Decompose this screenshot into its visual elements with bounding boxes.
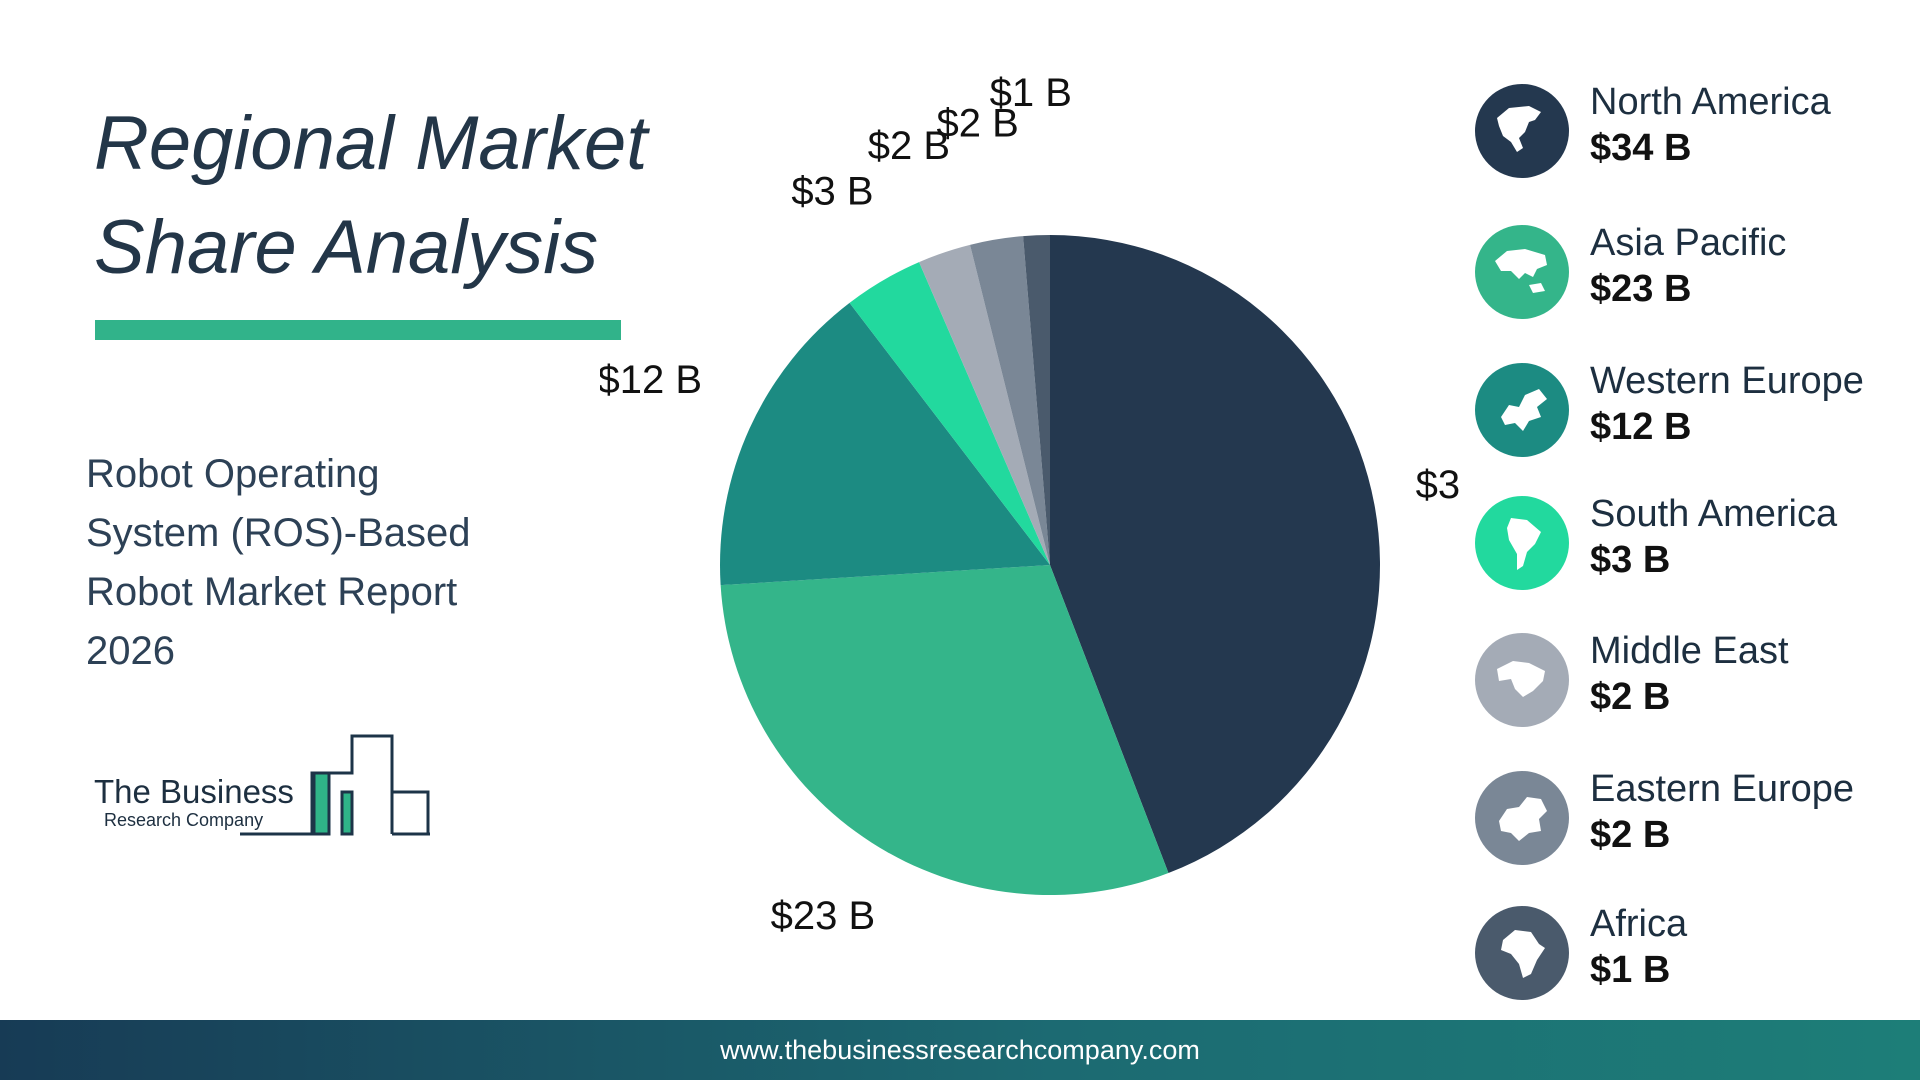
footer-bar: www.thebusinessresearchcompany.com — [0, 1020, 1920, 1080]
slice-label-western-europe: $12 B — [600, 358, 702, 402]
pie-slice-africa — [1023, 235, 1050, 565]
legend-item-western-europe: Western Europe $12 B — [1470, 359, 1910, 459]
pie-slice-eastern-europe — [970, 236, 1050, 565]
logo-text-secondary: Research Company — [104, 810, 264, 830]
company-logo: The Business Research Company — [92, 730, 442, 840]
legend-value: $34 B — [1590, 127, 1692, 169]
pie-slice-middle-east — [919, 244, 1050, 566]
legend-value: $23 B — [1590, 268, 1692, 310]
slice-label-middle-east: $2 B — [868, 124, 950, 168]
legend-value: $2 B — [1590, 676, 1671, 718]
legend-value: $2 B — [1590, 814, 1671, 856]
title-underline — [95, 320, 621, 340]
legend-item-north-america: North America $34 B — [1470, 80, 1910, 180]
slice-label-eastern-europe: $2 B — [937, 101, 1019, 145]
legend-item-africa: Africa $1 B — [1470, 902, 1910, 1002]
slice-label-south-america: $3 B — [791, 170, 873, 214]
western-europe-map-icon — [1475, 363, 1569, 457]
eastern-europe-map-icon — [1475, 771, 1569, 865]
page-title: Regional Market Share Analysis — [94, 92, 647, 300]
slice-label-africa: $1 B — [990, 71, 1072, 115]
report-subtitle: Robot Operating System (ROS)-Based Robot… — [86, 452, 471, 673]
legend-value: $1 B — [1590, 949, 1671, 991]
title-line-2: Share Analysis — [94, 205, 599, 290]
pie-slice-asia-pacific — [720, 565, 1169, 895]
logo-buildings-icon — [240, 734, 430, 836]
footer-website-link[interactable]: www.thebusinessresearchcompany.com — [720, 1034, 1200, 1065]
asia-pacific-map-icon — [1475, 225, 1569, 319]
legend-label: South America — [1590, 493, 1838, 535]
africa-map-icon — [1475, 906, 1569, 1000]
legend-item-middle-east: Middle East $2 B — [1470, 629, 1910, 729]
legend-label: Africa — [1590, 903, 1688, 945]
regional-pie-chart: $34 B$23 B$12 B$3 B$2 B$2 B$1 B — [600, 71, 1460, 938]
legend-item-asia-pacific: Asia Pacific $23 B — [1470, 221, 1910, 321]
pie-slice-north-america — [1050, 235, 1380, 874]
legend-label: Western Europe — [1590, 360, 1864, 402]
legend-label: Asia Pacific — [1590, 222, 1787, 264]
pie-slice-south-america — [849, 262, 1050, 565]
legend-label: North America — [1590, 81, 1831, 123]
south-america-map-icon — [1475, 496, 1569, 590]
legend-value: $3 B — [1590, 539, 1671, 581]
middle-east-map-icon — [1475, 633, 1569, 727]
legend-item-eastern-europe: Eastern Europe $2 B — [1470, 767, 1910, 867]
slice-label-asia-pacific: $23 B — [771, 894, 876, 938]
title-line-1: Regional Market — [94, 101, 648, 186]
logo-text-primary: The Business — [94, 773, 294, 810]
legend-value: $12 B — [1590, 406, 1692, 448]
north-america-map-icon — [1475, 84, 1569, 178]
legend-label: Eastern Europe — [1590, 768, 1855, 810]
legend-label: Middle East — [1590, 630, 1789, 672]
legend-item-south-america: South America $3 B — [1470, 492, 1910, 592]
pie-slice-western-europe — [720, 302, 1050, 586]
slice-label-north-america: $34 B — [1416, 463, 1460, 507]
